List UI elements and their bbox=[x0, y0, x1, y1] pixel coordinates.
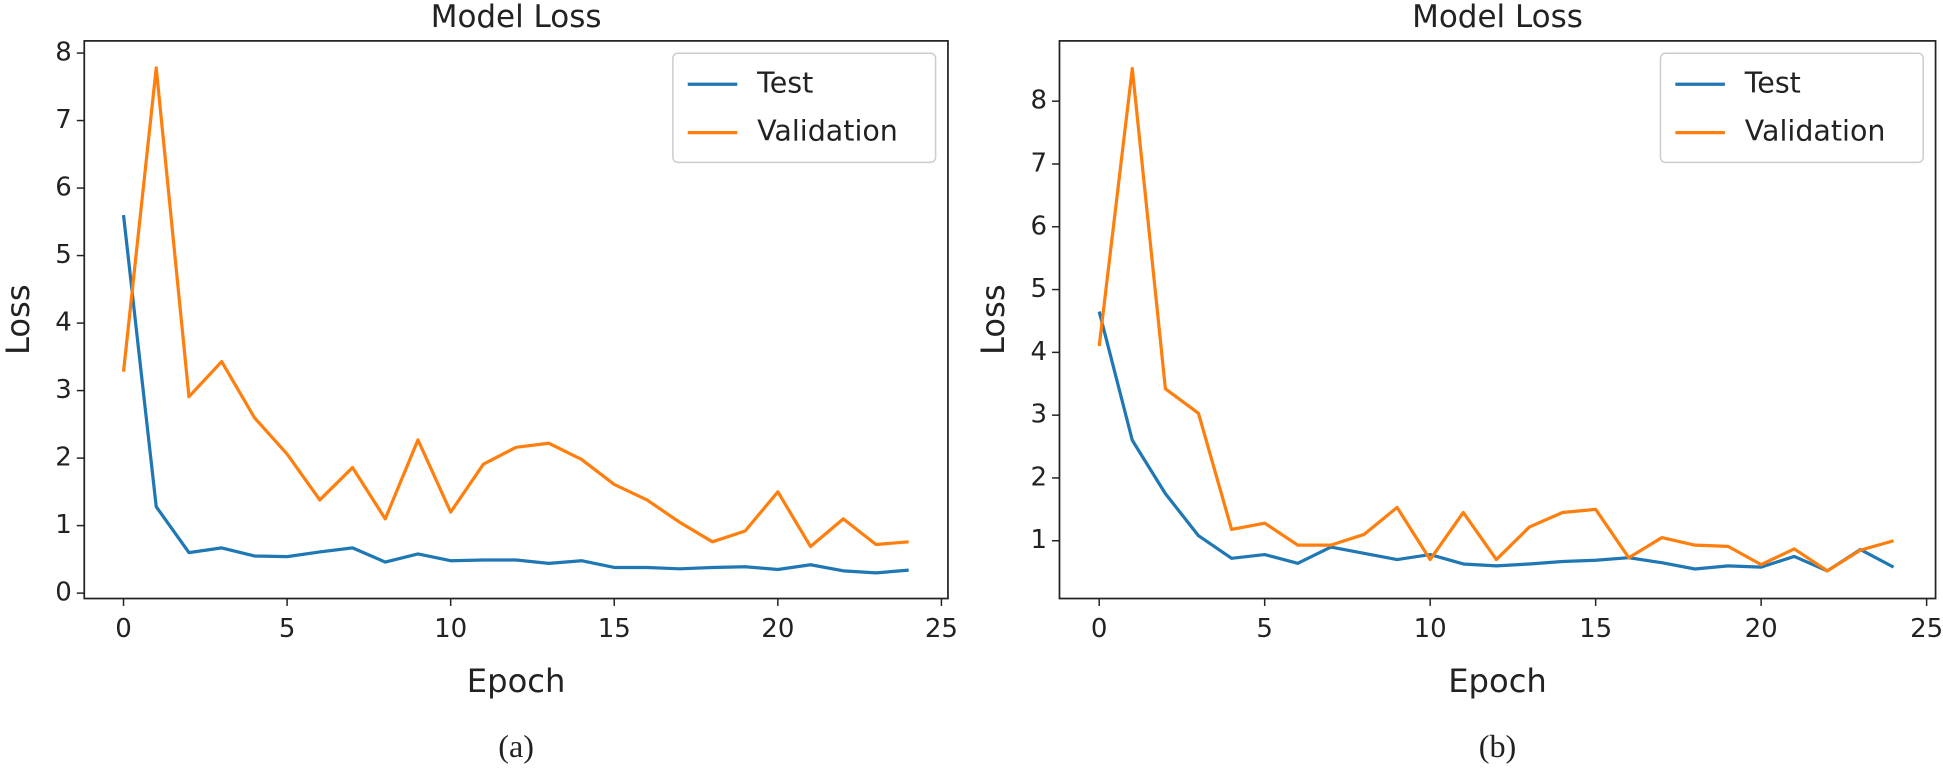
y-tick-label: 2 bbox=[1031, 462, 1048, 492]
x-tick-label: 10 bbox=[1414, 614, 1447, 644]
x-tick-label: 25 bbox=[1910, 614, 1943, 644]
series-line bbox=[121, 66, 909, 549]
y-axis-label: Loss bbox=[974, 284, 1012, 355]
x-tick-label: 15 bbox=[1579, 614, 1612, 644]
caption: (b) bbox=[1479, 728, 1517, 764]
chart-title: Model Loss bbox=[431, 0, 602, 35]
x-tick-label: 15 bbox=[598, 614, 631, 644]
series-line bbox=[121, 214, 909, 575]
x-tick-label: 10 bbox=[434, 614, 467, 644]
y-tick-label: 6 bbox=[1031, 211, 1048, 241]
legend-box bbox=[1659, 52, 1924, 164]
x-tick-label: 20 bbox=[761, 614, 794, 644]
y-tick-label: 1 bbox=[55, 510, 72, 540]
x-axis-label: Epoch bbox=[467, 662, 566, 700]
legend-label: Test bbox=[1744, 66, 1801, 99]
legend-label: Validation bbox=[757, 115, 898, 148]
x-tick-label: 5 bbox=[1256, 614, 1273, 644]
y-axis-label: Loss bbox=[0, 284, 37, 355]
y-tick-label: 6 bbox=[55, 173, 72, 203]
x-axis-label: Epoch bbox=[1448, 662, 1547, 700]
legend-box bbox=[672, 52, 937, 164]
y-tick-label: 0 bbox=[55, 578, 72, 608]
y-tick-label: 3 bbox=[1031, 400, 1048, 430]
series-line bbox=[1097, 311, 1895, 573]
x-tick-label: 5 bbox=[279, 614, 296, 644]
x-tick-label: 0 bbox=[1091, 614, 1108, 644]
y-tick-label: 7 bbox=[55, 105, 72, 135]
y-tick-label: 8 bbox=[1031, 86, 1048, 116]
y-tick-label: 2 bbox=[55, 443, 72, 473]
y-tick-label: 4 bbox=[1031, 337, 1048, 367]
x-tick-label: 25 bbox=[925, 614, 958, 644]
y-tick-label: 8 bbox=[55, 38, 72, 68]
legend-label: Test bbox=[756, 66, 813, 99]
series-line bbox=[1097, 66, 1894, 573]
axes-frame bbox=[83, 40, 949, 600]
x-tick-label: 20 bbox=[1745, 614, 1778, 644]
y-tick-label: 3 bbox=[55, 375, 72, 405]
y-tick-label: 5 bbox=[55, 240, 72, 270]
y-tick-label: 4 bbox=[55, 308, 72, 338]
y-tick-label: 1 bbox=[1031, 525, 1048, 555]
axes-frame bbox=[1058, 40, 1937, 600]
x-tick-label: 0 bbox=[115, 614, 132, 644]
y-tick-label: 7 bbox=[1031, 148, 1048, 178]
y-tick-label: 5 bbox=[1031, 274, 1048, 304]
caption: (a) bbox=[498, 728, 534, 764]
chart-title: Model Loss bbox=[1412, 0, 1583, 35]
legend-label: Validation bbox=[1745, 115, 1886, 148]
